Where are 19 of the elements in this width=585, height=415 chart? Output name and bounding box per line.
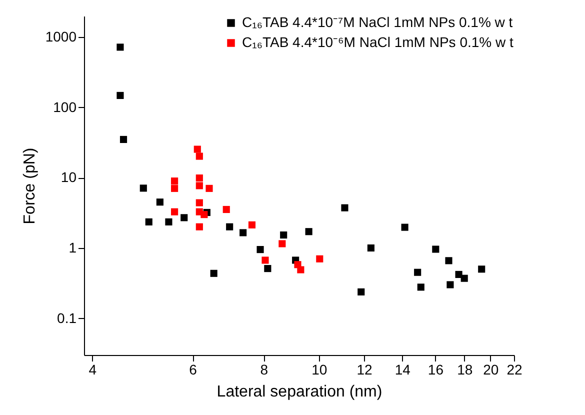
- x-tick-label: 4: [88, 362, 97, 378]
- y-tick-label: 1: [68, 239, 77, 256]
- x-tick-label: 16: [428, 362, 444, 378]
- legend-label: C₁₆TAB 4.4*10⁻⁶M NaCl 1mM NPs 0.1% w t: [242, 34, 514, 50]
- x-tick-label: 12: [356, 362, 373, 378]
- x-tick-label: 10: [312, 362, 328, 378]
- legend-label: C₁₆TAB 4.4*10⁻⁷M NaCl 1mM NPs 0.1% w t: [242, 14, 513, 30]
- y-tick-label: 10: [60, 169, 77, 186]
- y-axis-title: Force (pN): [21, 148, 38, 224]
- x-tick-label: 6: [189, 362, 198, 378]
- y-tick-label: 100: [53, 98, 77, 115]
- x-tick-label: 8: [260, 362, 268, 378]
- y-tick-label: 1000: [45, 28, 77, 45]
- y-tick-label: 0.1: [57, 310, 77, 326]
- x-tick-label: 18: [457, 362, 473, 378]
- x-tick-label: 20: [483, 362, 499, 378]
- x-axis-title: Lateral separation (nm): [216, 384, 382, 400]
- x-tick-label: 22: [506, 362, 522, 378]
- x-tick-label: 14: [394, 362, 411, 378]
